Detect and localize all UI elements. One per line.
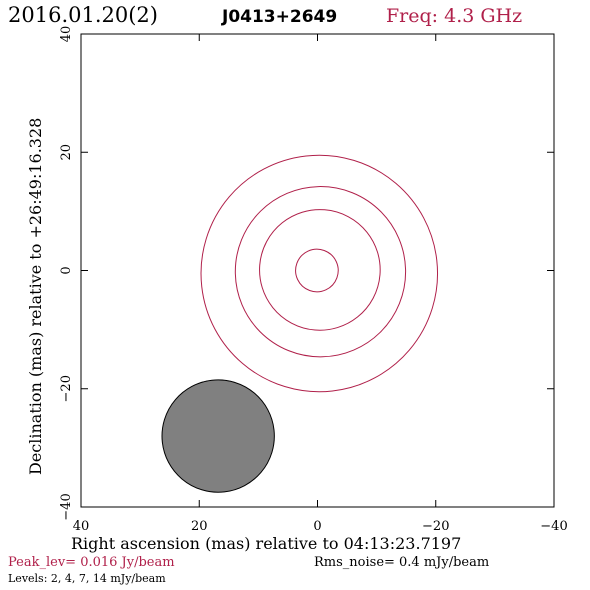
observation-date: 2016.01.20(2) (8, 3, 158, 27)
y-tick-labels: −40 −20 0 20 40 (59, 26, 74, 521)
x-axis-label: Right ascension (mas) relative to 04:13:… (71, 534, 461, 553)
contour-lines (200, 154, 439, 393)
contour-level-4 (234, 186, 407, 358)
y-tick-label: 0 (59, 266, 74, 274)
contour-levels: Levels: 2, 4, 7, 14 mJy/beam (8, 572, 166, 585)
x-tick-labels: 40 20 0 −20 −40 (73, 519, 568, 534)
axis-ticks (80, 33, 555, 508)
beam-ellipse (161, 379, 275, 493)
y-tick-label: 20 (59, 144, 74, 161)
frequency-label: Freq: 4.3 GHz (386, 5, 522, 27)
rms-noise: Rms_noise= 0.4 mJy/beam (314, 555, 489, 570)
plot-frame (80, 33, 555, 508)
y-tick-label: −20 (59, 375, 74, 402)
y-tick-label: −40 (59, 493, 74, 520)
x-tick-label: −20 (422, 519, 449, 534)
peak-level: Peak_lev= 0.016 Jy/beam (8, 555, 175, 570)
contour-level-14 (295, 248, 339, 293)
x-tick-label: 40 (73, 519, 90, 534)
y-axis-label: Declination (mas) relative to +26:49:16.… (26, 118, 45, 475)
x-tick-label: −40 (540, 519, 567, 534)
contour-level-7 (259, 209, 381, 331)
source-name: J0413+2649 (221, 7, 337, 27)
x-tick-label: 20 (191, 519, 208, 534)
beam-group (161, 379, 275, 493)
contour-level-2 (200, 154, 439, 393)
y-tick-label: 40 (59, 26, 74, 43)
x-tick-label: 0 (313, 519, 321, 534)
